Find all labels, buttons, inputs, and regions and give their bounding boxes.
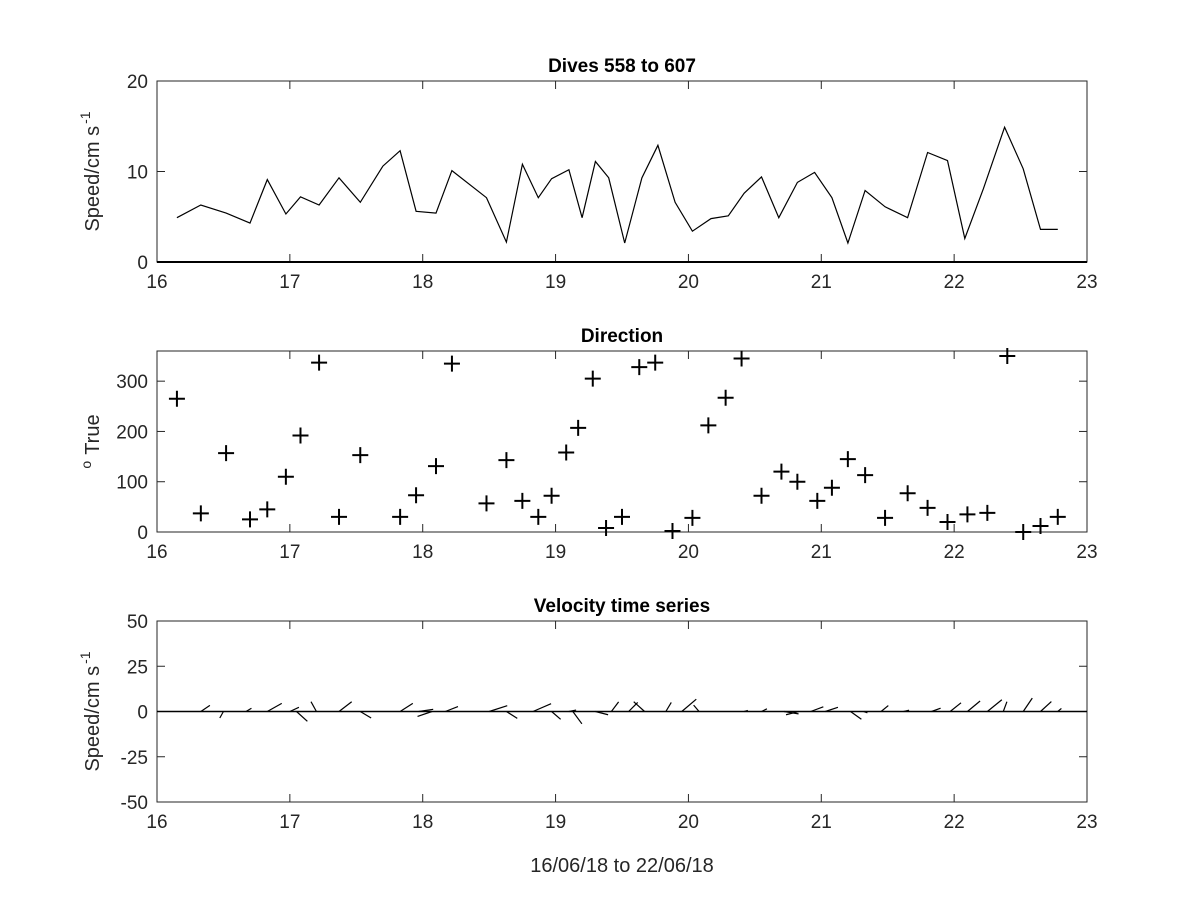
y-axis-label-superscript: -1 [77,111,93,124]
y-tick-label: 20 [127,72,148,93]
y-tick-label: 0 [137,253,148,274]
x-tick-label: 21 [811,812,832,833]
x-axis-label: 16/06/18 to 22/06/18 [530,855,714,877]
x-tick-label: 22 [944,812,965,833]
y-tick-label: 0 [137,523,148,544]
subplot-3: Velocity time series 16 17 18 19 20 21 22 23 -50 -… [77,596,1098,833]
x-tick-label: 18 [412,272,433,293]
x-tick-label: 19 [545,812,566,833]
x-tick-label: 21 [811,542,832,563]
x-tick-label: 16 [146,812,167,833]
y-tick-label: 25 [127,657,148,678]
y-axis-label: Speed/cm s -1 [77,651,104,771]
x-tick-label: 18 [412,812,433,833]
x-tick-label: 20 [678,542,699,563]
x-tick-label: 20 [678,272,699,293]
y-tick-label: 10 [127,163,148,184]
y-tick-label: -25 [121,748,148,769]
subplot-2: Direction 16 17 18 19 20 21 22 23 0 100 200 300 o True [78,326,1098,563]
y-axis-label-text: True [82,414,104,454]
x-tick-label: 22 [944,272,965,293]
x-tick-label: 23 [1076,272,1097,293]
x-tick-label: 19 [545,272,566,293]
x-tick-label: 21 [811,272,832,293]
y-tick-label: -50 [121,793,148,814]
axes-frame [157,351,1087,532]
x-tick-label: 18 [412,542,433,563]
x-tick-label: 19 [545,542,566,563]
x-tick-label: 23 [1076,812,1097,833]
y-tick-label: 50 [127,612,148,633]
y-axis-label-superscript: o [78,461,94,469]
x-tick-label: 22 [944,542,965,563]
x-tick-label: 16 [146,542,167,563]
y-axis-label: Speed/cm s -1 [77,111,104,231]
chart-title: Dives 558 to 607 [548,56,696,77]
x-tick-label: 17 [279,272,300,293]
chart-title: Direction [581,326,663,347]
chart-title: Velocity time series [534,596,710,617]
x-tick-label: 17 [279,542,300,563]
y-axis-label: o True [78,414,104,468]
y-axis-label-superscript: -1 [77,651,93,664]
x-tick-label: 20 [678,812,699,833]
y-tick-label: 300 [116,372,148,393]
x-tick-label: 16 [146,272,167,293]
x-tick-label: 17 [279,812,300,833]
subplot-1: Dives 558 to 607 16 17 18 19 20 21 22 23 0 10 20 Spe… [77,56,1098,293]
y-tick-label: 100 [116,473,148,494]
y-axis-label-text: Speed/cm s [82,126,104,232]
axes-frame [157,81,1087,262]
x-tick-label: 23 [1076,542,1097,563]
y-tick-label: 200 [116,422,148,443]
y-axis-label-text: Speed/cm s [82,666,104,772]
y-tick-label: 0 [137,703,148,724]
